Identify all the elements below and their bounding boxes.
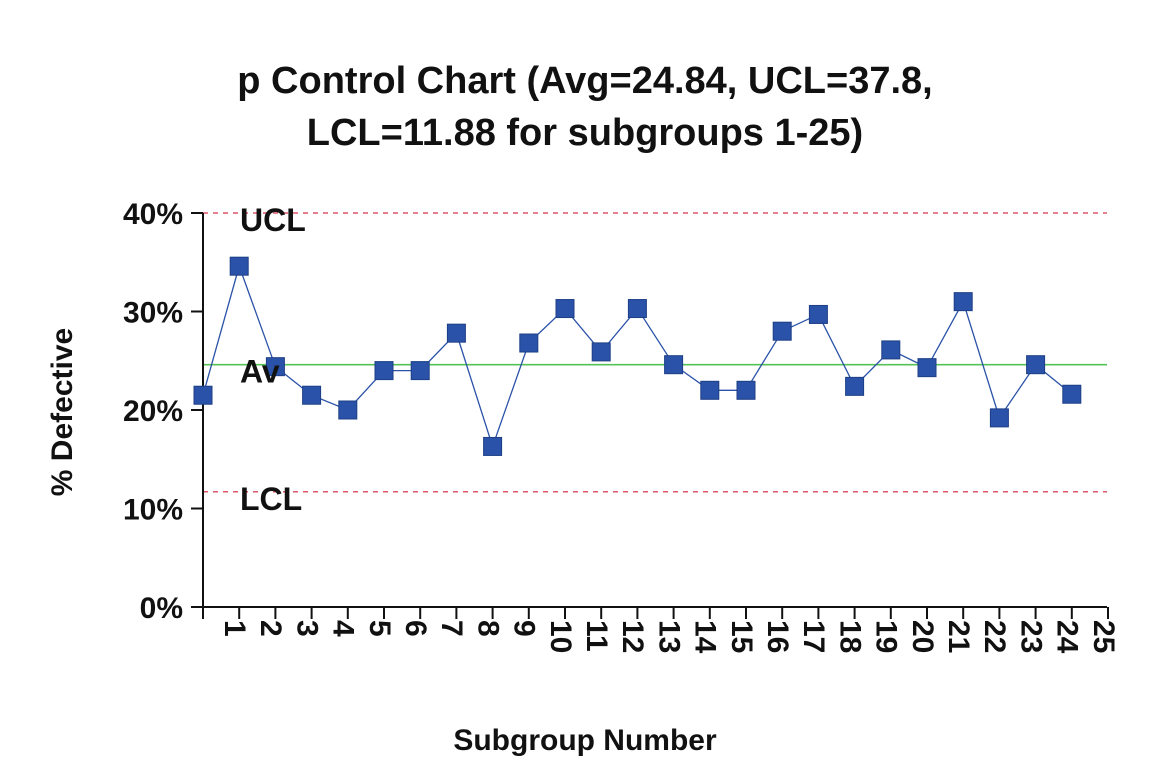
data-point bbox=[446, 323, 466, 343]
x-axis-ticks: 1 2 3 4 5 6 7 8 9 10 11 12 13 14 15 16 17 18 19 20 21 22 23 24 2… bbox=[202, 607, 1120, 654]
y-axis-label: % Defective bbox=[46, 328, 79, 496]
data-point bbox=[302, 385, 322, 405]
data-point bbox=[1062, 384, 1082, 404]
data-point bbox=[664, 355, 684, 375]
y-axis-ticks: 0% 10% 20% 30% 40% bbox=[123, 198, 203, 625]
x-tick-label: 5 bbox=[363, 620, 396, 637]
x-tick-label: 25 bbox=[1087, 620, 1120, 653]
x-tick-label: 7 bbox=[435, 620, 468, 637]
x-tick-label: 22 bbox=[978, 620, 1011, 653]
series-layer bbox=[193, 256, 1082, 456]
reference-label-lcl: LCL bbox=[240, 481, 302, 517]
x-tick-label: 19 bbox=[870, 620, 903, 653]
y-tick-label: 30% bbox=[123, 297, 183, 330]
data-point bbox=[917, 358, 937, 378]
data-point bbox=[808, 304, 828, 324]
x-tick-label: 2 bbox=[254, 620, 287, 637]
reference-lines bbox=[203, 212, 1107, 493]
data-point bbox=[193, 385, 213, 405]
x-tick-label: 6 bbox=[399, 620, 432, 637]
x-tick-label: 17 bbox=[797, 620, 830, 653]
y-tick-label: 0% bbox=[140, 592, 183, 625]
x-tick-label: 8 bbox=[471, 620, 504, 637]
data-point bbox=[627, 299, 647, 319]
x-tick-label: 13 bbox=[652, 620, 685, 653]
data-point bbox=[700, 380, 720, 400]
data-point bbox=[591, 342, 611, 362]
y-tick-label: 10% bbox=[123, 494, 183, 527]
data-point bbox=[555, 299, 575, 319]
data-point bbox=[265, 357, 285, 377]
data-point bbox=[736, 380, 756, 400]
data-point bbox=[989, 408, 1009, 428]
data-point bbox=[1026, 355, 1046, 375]
data-point bbox=[410, 361, 430, 381]
data-point bbox=[374, 361, 394, 381]
x-tick-label: 14 bbox=[689, 620, 722, 654]
series-line bbox=[202, 264, 1073, 449]
data-point bbox=[845, 376, 865, 396]
x-tick-label: 18 bbox=[833, 620, 866, 653]
x-axis-label: Subgroup Number bbox=[453, 724, 717, 757]
x-tick-label: 1 bbox=[218, 620, 251, 637]
data-point bbox=[483, 436, 503, 456]
data-point bbox=[229, 256, 249, 276]
x-tick-label: 23 bbox=[1014, 620, 1047, 653]
x-tick-label: 3 bbox=[290, 620, 323, 637]
reference-labels: UCL Av LCL bbox=[240, 202, 306, 517]
x-tick-label: 10 bbox=[544, 620, 577, 653]
data-point bbox=[772, 321, 792, 341]
reference-label-ucl: UCL bbox=[240, 202, 306, 238]
y-tick-label: 20% bbox=[123, 395, 183, 428]
data-point bbox=[338, 400, 358, 420]
x-tick-label: 11 bbox=[580, 620, 613, 652]
x-tick-label: 21 bbox=[942, 620, 975, 653]
chart-title-line-1: p Control Chart (Avg=24.84, UCL=37.8, bbox=[237, 60, 932, 102]
x-tick-label: 9 bbox=[508, 620, 541, 637]
x-tick-label: 20 bbox=[906, 620, 939, 653]
x-tick-label: 24 bbox=[1051, 620, 1084, 654]
x-tick-label: 15 bbox=[725, 620, 758, 653]
data-point bbox=[519, 333, 539, 353]
y-tick-label: 40% bbox=[123, 198, 183, 231]
chart-title-line-2: LCL=11.88 for subgroups 1-25) bbox=[307, 112, 863, 154]
x-tick-label: 4 bbox=[327, 620, 360, 637]
data-point bbox=[881, 340, 901, 360]
data-point bbox=[953, 292, 973, 312]
reference-label-av: Av bbox=[240, 354, 280, 390]
x-tick-label: 12 bbox=[616, 620, 649, 653]
x-tick-label: 16 bbox=[761, 620, 794, 653]
